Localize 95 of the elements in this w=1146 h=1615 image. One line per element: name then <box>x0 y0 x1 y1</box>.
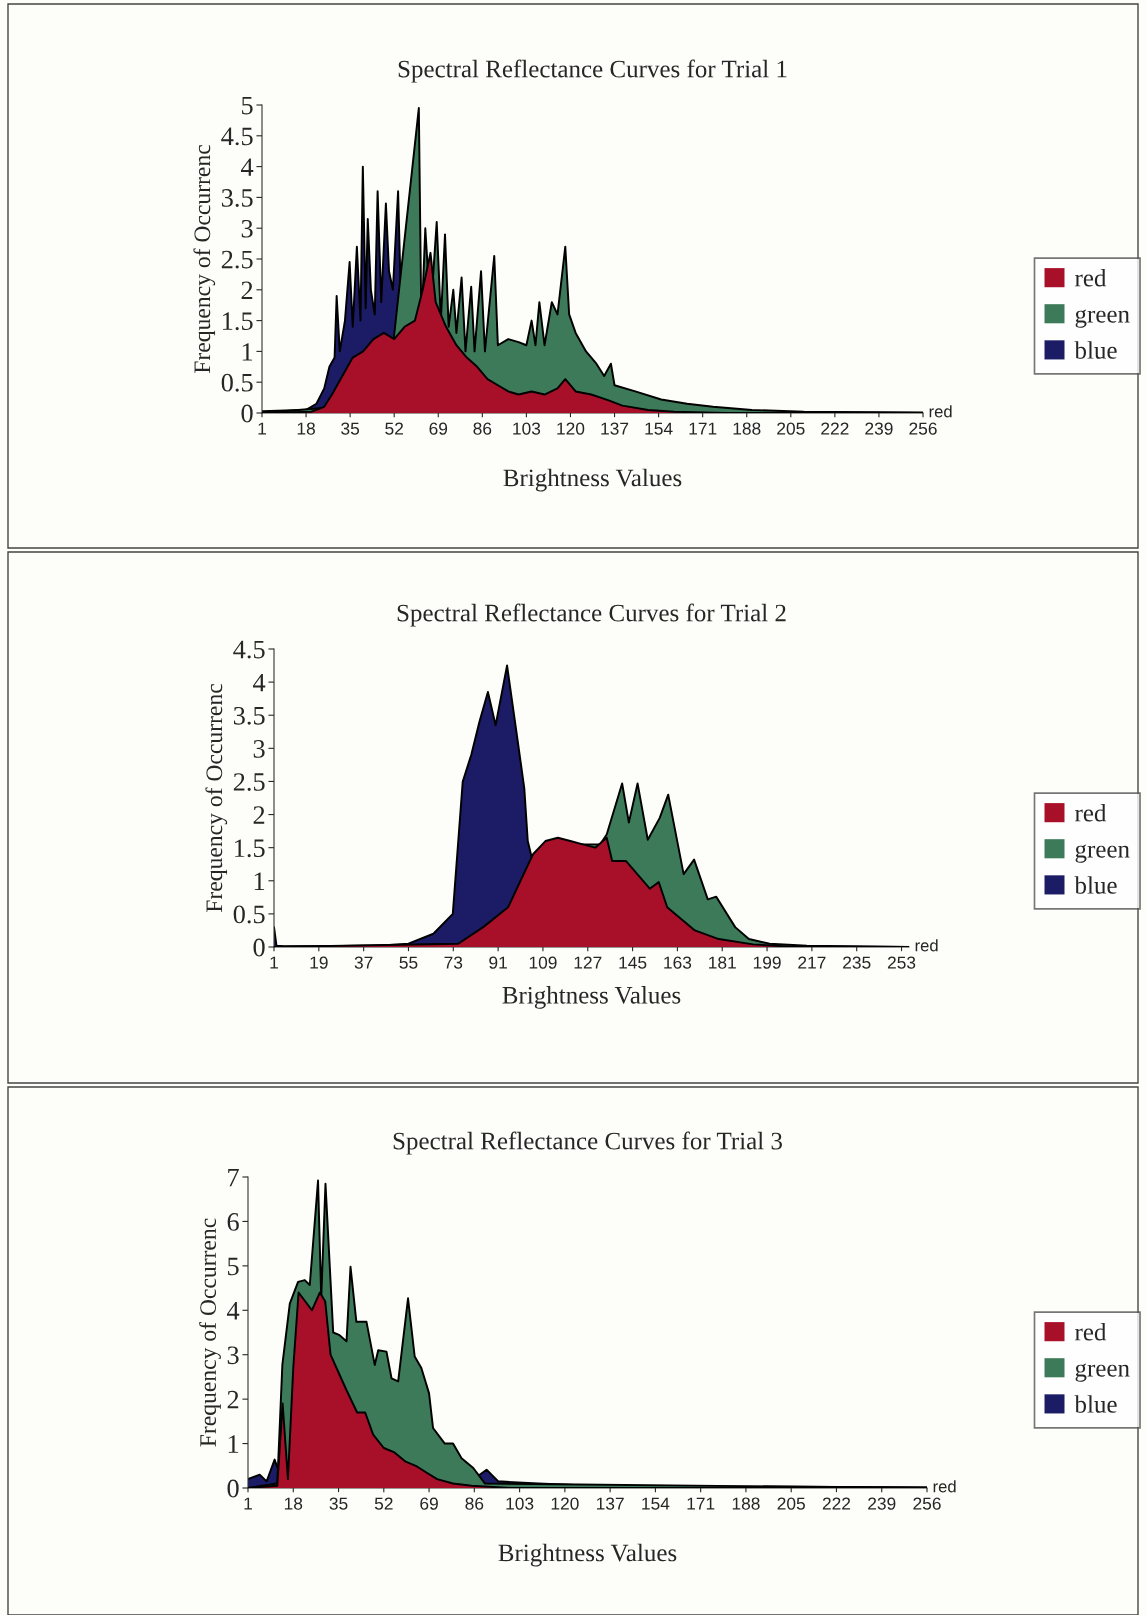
x-tick-label: 154 <box>645 422 673 435</box>
y-tick-label: 4.5 <box>233 640 265 659</box>
legend-label: blue <box>1074 876 1117 894</box>
x-tick-label: 188 <box>733 422 761 435</box>
x-tick-label: 18 <box>284 1497 303 1510</box>
x-axis-title: Brightness Values <box>498 1543 677 1567</box>
x-tick-label: 35 <box>329 1497 348 1510</box>
x-tick-label: 69 <box>429 422 448 435</box>
y-tick-label: 2 <box>241 281 253 299</box>
legend-label: green <box>1075 309 1130 328</box>
x-tick-label: 239 <box>865 422 893 435</box>
x-tick-label: 171 <box>687 1497 715 1510</box>
x-tick-label: 120 <box>557 422 585 435</box>
x-tick-label: 127 <box>574 956 602 969</box>
x-tick-label: 1 <box>270 956 278 969</box>
y-tick-label: 0 <box>241 404 253 423</box>
chart-title: Spectral Reflectance Curves for Trial 3 <box>393 1131 782 1155</box>
y-tick-label: 1.5 <box>223 312 253 331</box>
x-tick-label: 103 <box>513 422 541 435</box>
y-tick-label: 7 <box>228 1168 239 1187</box>
y-tick-label: 1 <box>242 343 253 361</box>
y-tick-label: 6 <box>227 1213 239 1231</box>
legend-label: blue <box>1074 341 1117 359</box>
y-tick-label: 1 <box>228 1435 239 1453</box>
y-tick-label: 5 <box>228 1257 239 1276</box>
x-tick-label: 145 <box>619 956 647 969</box>
x-tick-label: 103 <box>506 1497 534 1510</box>
x-tick-label: 222 <box>821 422 849 435</box>
x-tick-label: 235 <box>843 956 871 969</box>
x-tick-label: 256 <box>913 1497 941 1510</box>
x-tick-label: 222 <box>822 1497 851 1510</box>
chart-title: Spectral Reflectance Curves for Trial 2 <box>397 603 786 627</box>
x-tick-label: 52 <box>385 422 403 435</box>
y-tick-label: 3.5 <box>221 189 253 207</box>
x-tick-label: 52 <box>374 1497 393 1510</box>
y-tick-label: 3 <box>227 1346 239 1365</box>
x-tick-label: 137 <box>596 1497 624 1510</box>
x-tick-label: 86 <box>473 422 492 435</box>
x-tick-label: 37 <box>354 956 373 969</box>
y-tick-label: 2.5 <box>221 250 253 269</box>
legend-label: green <box>1075 844 1130 863</box>
x-tick-label: 91 <box>489 956 507 969</box>
text: red <box>929 405 952 418</box>
x-tick-label: 256 <box>909 422 937 435</box>
x-tick-label: 120 <box>551 1497 579 1510</box>
y-axis-title: Frequency of Occurrenc <box>205 684 228 913</box>
x-tick-label: 181 <box>709 956 736 969</box>
y-tick-label: 0.5 <box>233 905 265 924</box>
x-tick-label: 205 <box>777 1497 805 1510</box>
x-tick-label: 205 <box>777 422 805 435</box>
y-tick-label: 3 <box>241 219 253 238</box>
text: red <box>915 939 938 952</box>
x-tick-label: 73 <box>444 956 463 969</box>
x-tick-label: 18 <box>297 422 315 435</box>
x-tick-label: 137 <box>601 422 629 435</box>
x-tick-label: 154 <box>642 1497 670 1510</box>
y-axis-title: Frequency of Occurrenc <box>199 1218 221 1447</box>
legend-label: green <box>1075 1363 1130 1382</box>
y-tick-label: 4 <box>252 673 266 692</box>
y-tick-label: 1 <box>254 872 265 890</box>
chart-title: Spectral Reflectance Curves for Trial 1 <box>398 59 787 83</box>
x-tick-label: 35 <box>341 422 360 435</box>
y-tick-label: 1.5 <box>235 839 265 858</box>
text: red <box>933 1480 956 1493</box>
x-tick-label: 109 <box>529 956 557 969</box>
y-tick-label: 2 <box>253 806 265 824</box>
x-tick-label: 69 <box>420 1497 438 1510</box>
y-tick-label: 0.5 <box>221 373 253 392</box>
y-tick-label: 4 <box>240 158 254 176</box>
legend-label: red <box>1075 804 1107 822</box>
y-tick-label: 0 <box>253 938 265 957</box>
x-tick-label: 199 <box>753 956 781 969</box>
x-tick-label: 188 <box>732 1497 760 1510</box>
y-tick-label: 5 <box>242 96 253 115</box>
y-tick-label: 4 <box>226 1302 240 1320</box>
y-tick-label: 0 <box>227 1479 239 1498</box>
x-tick-label: 55 <box>399 956 418 969</box>
x-tick-label: 86 <box>465 1497 484 1510</box>
x-tick-label: 239 <box>868 1497 896 1510</box>
y-tick-label: 3 <box>253 740 265 758</box>
x-tick-label: 163 <box>664 956 692 969</box>
legend-label: red <box>1075 269 1107 287</box>
x-axis-title: Brightness Values <box>502 986 681 1009</box>
x-tick-label: 171 <box>689 422 717 435</box>
y-tick-label: 2.5 <box>233 773 265 791</box>
y-tick-label: 2 <box>227 1390 239 1409</box>
x-axis-title: Brightness Values <box>503 468 682 492</box>
x-tick-label: 253 <box>887 956 916 969</box>
y-tick-label: 4.5 <box>221 127 253 146</box>
y-axis-title: Frequency of Occurrenc <box>193 145 216 374</box>
x-tick-label: 217 <box>798 956 826 969</box>
legend-label: red <box>1075 1323 1107 1341</box>
y-tick-label: 3.5 <box>233 706 265 725</box>
legend-label: blue <box>1074 1395 1117 1413</box>
x-tick-label: 19 <box>310 956 328 969</box>
